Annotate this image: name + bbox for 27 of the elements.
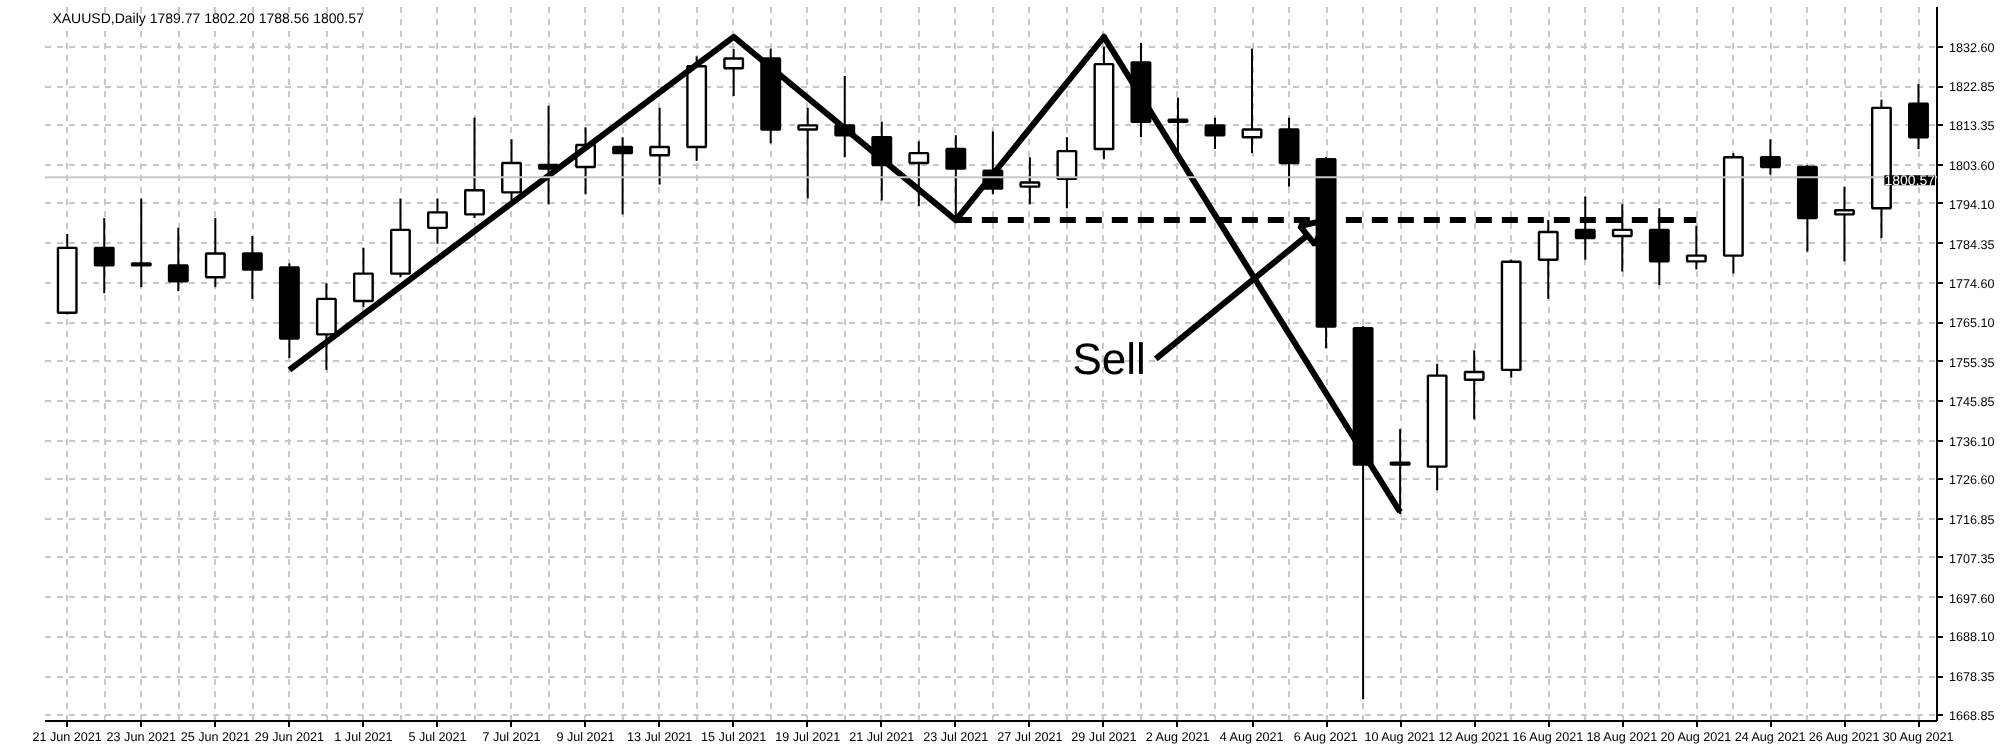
candlestick (130, 197, 152, 289)
candlestick (241, 235, 263, 300)
annotation: Sell (1072, 333, 1146, 384)
candlestick (1463, 349, 1485, 421)
candlestick (723, 48, 745, 97)
candlestick (1908, 83, 1929, 151)
candlestick (1204, 116, 1226, 151)
candlestick (167, 226, 189, 293)
candlestick (1833, 185, 1855, 263)
candlestick (1241, 47, 1263, 155)
candlestick (204, 217, 226, 289)
candlestick (464, 116, 485, 220)
candlestick (1167, 96, 1189, 157)
candlestick (1019, 156, 1041, 206)
candlestick (1759, 138, 1781, 176)
candlestick (1056, 136, 1078, 210)
candlestick (352, 246, 374, 309)
candlestick (427, 197, 448, 245)
candlestick (501, 138, 522, 202)
candlestick (797, 106, 819, 200)
candlestick (389, 197, 411, 279)
candlestick (612, 136, 634, 216)
candlestick (649, 106, 671, 186)
candlestick (315, 282, 337, 371)
candlestick (1278, 116, 1300, 188)
candlestick (908, 140, 930, 208)
candlestick (93, 217, 115, 295)
